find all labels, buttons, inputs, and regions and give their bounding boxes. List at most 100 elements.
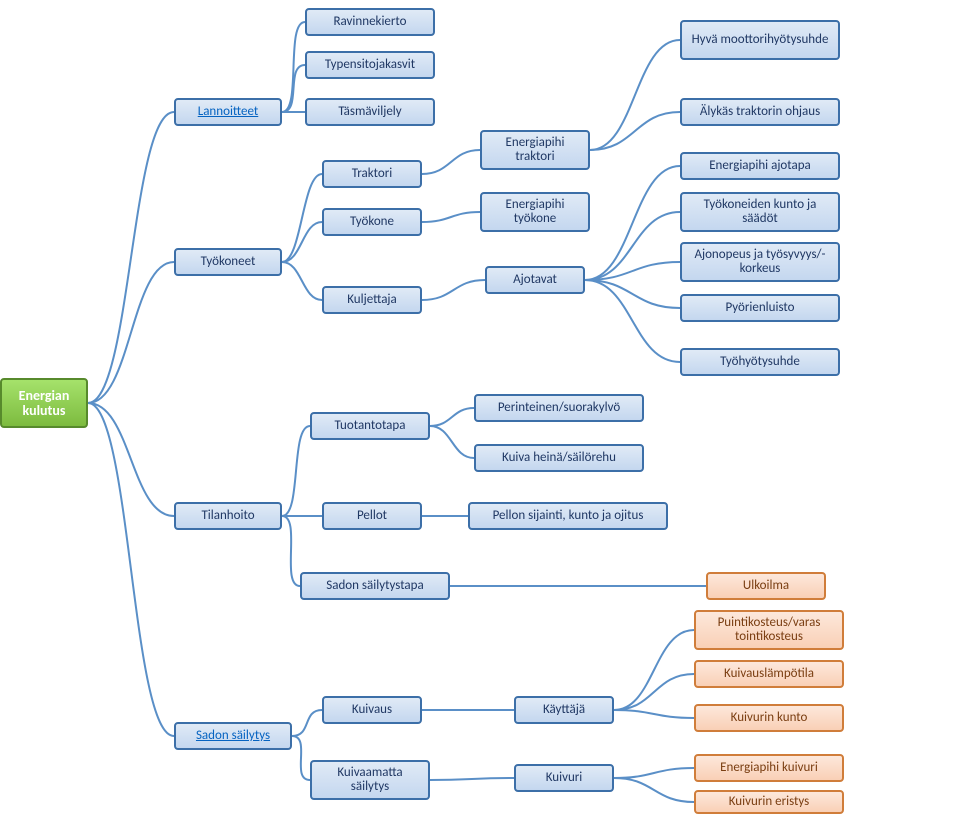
edge-lannoitteet-ravinnek <box>282 22 305 112</box>
node-label: Lannoitteet <box>198 105 259 119</box>
node-label: Typensitojakasvit <box>325 58 415 72</box>
node-label: Traktori <box>352 167 392 181</box>
edge-ajotavat-ep_ajotapa <box>585 166 680 280</box>
node-label: Hyvä moottorihyötysuhde <box>692 33 829 47</box>
edge-sadonsail-kuivaamatta <box>292 736 310 780</box>
edge-ajotavat-tyohyot <box>585 280 680 362</box>
node-label: Pellot <box>357 509 387 523</box>
edge-tilanhoito-sadonsailtapa <box>282 516 300 586</box>
node-label: Kuiva heinä/säilörehu <box>502 451 616 465</box>
edge-root-tilanhoito <box>88 403 174 516</box>
node-tilanhoito: Tilanhoito <box>174 502 282 530</box>
node-label: Kuivuri <box>546 771 583 785</box>
node-perint: Perinteinen/suorakylvö <box>474 394 644 422</box>
node-kuivaus: Kuivaus <box>322 696 422 724</box>
edge-traktori-ep_traktori <box>422 150 480 174</box>
node-tyokuntu: Työkoneiden kunto ja säädöt <box>680 192 840 232</box>
node-tyokoneet: Työkoneet <box>174 248 282 276</box>
node-label: Ulkoilma <box>743 579 789 593</box>
node-kuivaamatta: Kuivaamatta säilytys <box>310 760 430 800</box>
node-kuivurinkunto: Kuivurin kunto <box>694 704 844 732</box>
node-pellot: Pellot <box>322 502 422 530</box>
edge-ep_traktori-alykas <box>590 112 680 150</box>
edge-tilanhoito-tuotantotapa <box>282 426 310 516</box>
node-lannoitteet: Lannoitteet <box>174 98 282 126</box>
node-label: Kuivaus <box>352 703 392 717</box>
edge-ajotavat-ajonopeus <box>585 262 680 280</box>
edge-ajotavat-pyorien <box>585 280 680 308</box>
node-tyokone: Työkone <box>322 208 422 236</box>
node-tuotantotapa: Tuotantotapa <box>310 412 430 440</box>
node-label: Kuivaamatta säilytys <box>318 766 422 795</box>
node-alykas: Älykäs traktorin ohjaus <box>680 98 840 126</box>
node-ep_traktori: Energiapihi traktori <box>480 130 590 170</box>
edge-tyokone-ep_tyokone <box>422 212 480 222</box>
node-label: Energian kulutus <box>8 388 80 419</box>
edge-kayttaja-kuivurinkunto <box>614 710 694 718</box>
node-puinti: Puintikosteus/varas tointikosteus <box>694 610 844 650</box>
edge-root-tyokoneet <box>88 262 174 403</box>
node-pyorien: Pyörienluisto <box>680 294 840 322</box>
node-label: Kuivauslämpötila <box>724 667 814 681</box>
edge-sadonsail-kuivaus <box>292 710 322 736</box>
node-label: Sadon säilytystapa <box>326 579 423 593</box>
node-label: Sadon säilytys <box>196 729 270 743</box>
node-tasmav: Täsmäviljely <box>305 98 435 126</box>
node-sadonsail: Sadon säilytys <box>174 722 292 750</box>
edge-kuivaamatta-kuivuri <box>430 778 514 780</box>
node-kuljettaja: Kuljettaja <box>322 286 422 314</box>
node-label: Työkoneet <box>201 255 256 269</box>
edge-ajotavat-tyokuntu <box>585 212 680 280</box>
node-label: Työhyötysuhde <box>720 355 800 369</box>
edge-tyokoneet-kuljettaja <box>282 262 322 300</box>
node-ajotavat: Ajotavat <box>485 266 585 294</box>
node-ravinnek: Ravinnekierto <box>305 8 435 36</box>
edge-root-sadonsail <box>88 403 174 736</box>
node-ep_kuivuri: Energiapihi kuivuri <box>694 754 844 782</box>
node-label: Energiapihi työkone <box>488 198 582 227</box>
node-label: Pellon sijainti, kunto ja ojitus <box>493 509 644 523</box>
node-label: Työkoneiden kunto ja säädöt <box>688 198 832 227</box>
edge-ep_traktori-hyva <box>590 40 680 150</box>
edge-kuljettaja-ajotavat <box>422 280 485 300</box>
node-kuivuri: Kuivuri <box>514 764 614 792</box>
node-tyohyot: Työhyötysuhde <box>680 348 840 376</box>
node-sadonsailtapa: Sadon säilytystapa <box>300 572 450 600</box>
edge-kuivuri-kuivurineristys <box>614 778 694 802</box>
node-kuivauslamp: Kuivauslämpötila <box>694 660 844 688</box>
node-root: Energian kulutus <box>0 378 88 428</box>
node-label: Energiapihi kuivuri <box>720 761 818 775</box>
node-label: Puintikosteus/varas tointikosteus <box>702 616 836 645</box>
node-label: Energiapihi traktori <box>488 136 582 165</box>
node-label: Älykäs traktorin ohjaus <box>700 105 820 119</box>
edge-root-lannoitteet <box>88 112 174 403</box>
node-label: Energiapihi ajotapa <box>709 159 811 173</box>
node-label: Ravinnekierto <box>333 15 406 29</box>
edge-lannoitteet-typens <box>282 65 305 112</box>
edge-tyokoneet-tyokone <box>282 222 322 262</box>
node-typens: Typensitojakasvit <box>305 51 435 79</box>
node-label: Työkone <box>350 215 394 229</box>
node-label: Tuotantotapa <box>335 419 406 433</box>
edge-tuotantotapa-perint <box>430 408 474 426</box>
node-kayttaja: Käyttäjä <box>514 696 614 724</box>
node-label: Kuivurin kunto <box>731 711 808 725</box>
node-ulkoilma: Ulkoilma <box>706 572 826 600</box>
node-label: Ajotavat <box>513 273 557 287</box>
node-ajonopeus: Ajonopeus ja työsyvyys/-korkeus <box>680 242 840 282</box>
node-label: Täsmäviljely <box>338 105 401 119</box>
edge-kuivuri-ep_kuivuri <box>614 768 694 778</box>
node-ep_tyokone: Energiapihi työkone <box>480 192 590 232</box>
edge-tyokoneet-traktori <box>282 174 322 262</box>
node-label: Tilanhoito <box>201 509 254 523</box>
node-label: Pyörienluisto <box>725 301 794 315</box>
edge-kayttaja-puinti <box>614 630 694 710</box>
edge-tuotantotapa-heina <box>430 426 474 458</box>
node-heina: Kuiva heinä/säilörehu <box>474 444 644 472</box>
node-label: Kuivurin eristys <box>729 795 809 809</box>
node-hyva: Hyvä moottorihyötysuhde <box>680 20 840 60</box>
node-traktori: Traktori <box>322 160 422 188</box>
edge-kayttaja-kuivauslamp <box>614 674 694 710</box>
node-kuivurineristys: Kuivurin eristys <box>694 790 844 814</box>
node-label: Perinteinen/suorakylvö <box>498 401 620 415</box>
